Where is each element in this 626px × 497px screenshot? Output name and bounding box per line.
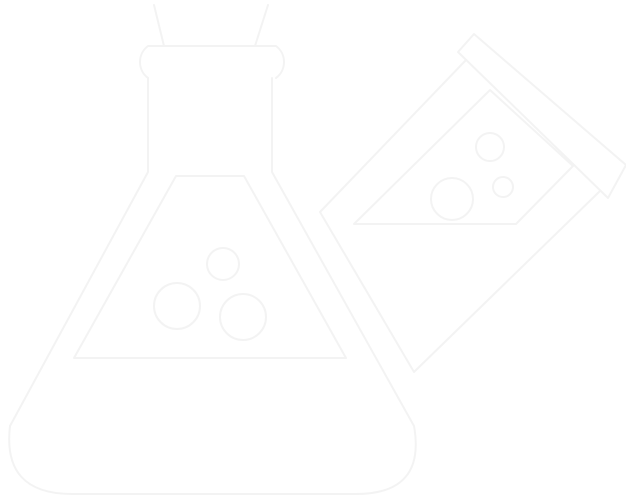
flask-bubble-icon xyxy=(206,247,240,281)
flask-bubble-icon xyxy=(219,293,267,341)
test-tube-bubble-icon xyxy=(475,132,505,162)
erlenmeyer-flask-icon xyxy=(8,4,417,495)
flask-rim-icon xyxy=(139,45,285,79)
test-tube-bubble-icon xyxy=(492,176,514,198)
flask-vapor-right-icon xyxy=(254,4,269,47)
flask-liquid-icon xyxy=(73,175,347,359)
test-tube-liquid-icon xyxy=(353,89,574,225)
test-tube-icon xyxy=(319,33,626,373)
flask-body-icon xyxy=(8,77,417,495)
flask-bubble-icon xyxy=(153,282,201,330)
test-tube-rim-icon xyxy=(457,33,626,199)
test-tube-bubble-icon xyxy=(430,177,474,221)
flask-vapor-left-icon xyxy=(153,4,165,47)
test-tube-body-icon xyxy=(319,59,601,373)
